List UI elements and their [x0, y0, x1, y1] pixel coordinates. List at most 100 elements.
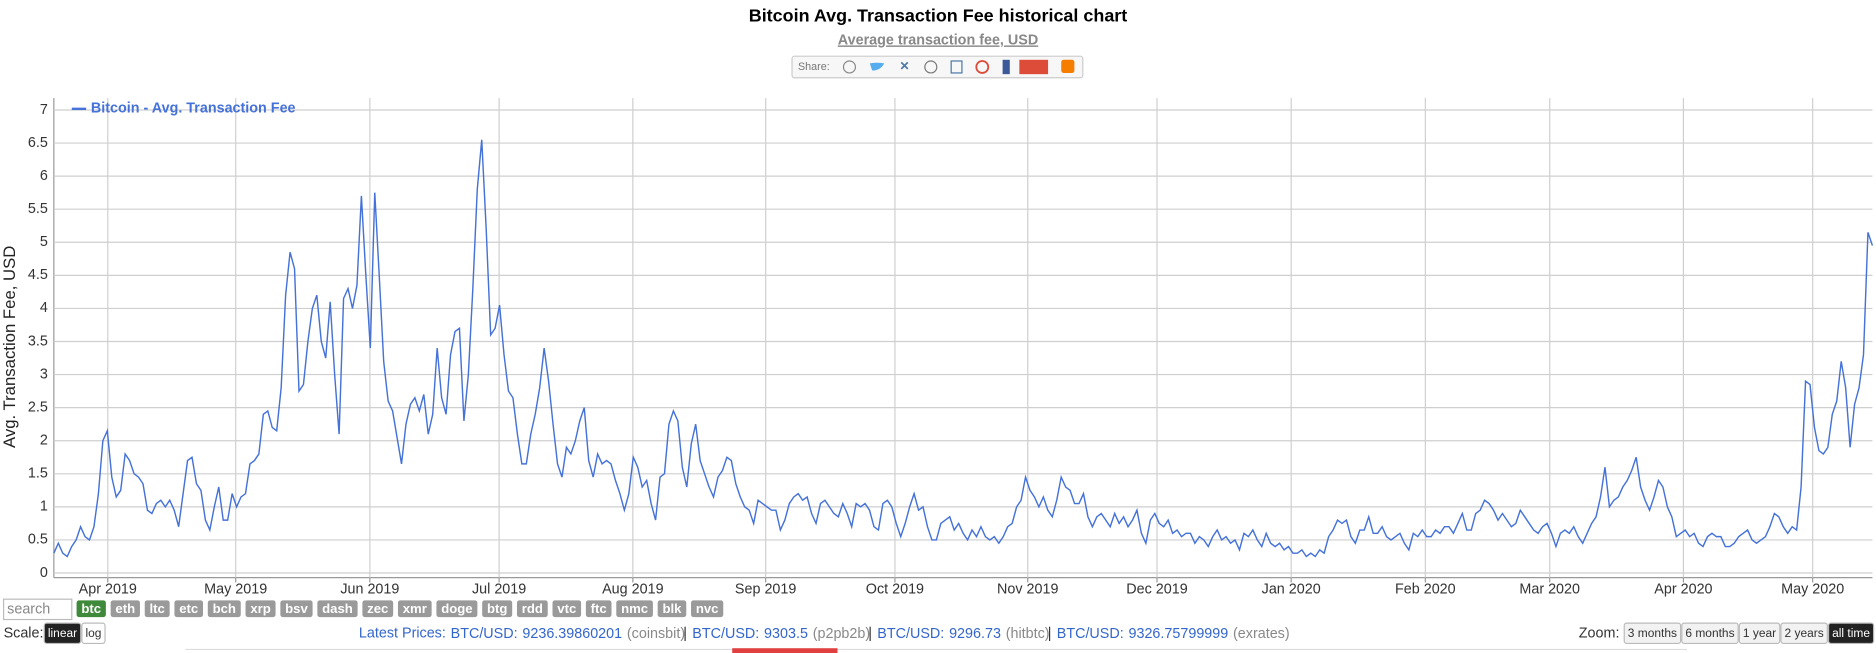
price-source: (p2pb2b)	[813, 626, 870, 642]
zoom-button[interactable]	[1681, 622, 1739, 645]
share-icon[interactable]	[924, 60, 938, 74]
x-tick-label: Oct 2019	[866, 581, 924, 597]
coin-button[interactable]	[552, 600, 582, 618]
share-icon[interactable]	[1061, 59, 1075, 73]
share-icon[interactable]: ✕	[899, 59, 909, 73]
y-tick-label: 1	[40, 499, 48, 515]
scale-label: Scale:	[4, 626, 44, 642]
price-source: (hitbtc)	[1006, 626, 1050, 642]
search-box[interactable]	[2, 598, 73, 621]
y-tick-label: 3.5	[28, 333, 48, 349]
coin-button[interactable]	[436, 600, 478, 618]
y-tick-label: 2.5	[28, 399, 48, 415]
coin-label[interactable]: eth	[115, 601, 135, 616]
y-tick-label: 0.5	[28, 532, 48, 548]
coin-label[interactable]: etc	[179, 601, 198, 616]
coin-label[interactable]: ltc	[150, 601, 165, 616]
coin-label[interactable]: btg	[487, 601, 507, 616]
price-source: (exrates)	[1233, 626, 1290, 642]
x-tick-label: Jun 2019	[340, 581, 399, 597]
y-tick-label: 4.5	[28, 267, 48, 283]
y-tick-label: 3	[40, 366, 48, 382]
x-tick-label: Nov 2019	[997, 581, 1058, 597]
y-tick-label: 6	[40, 168, 48, 184]
y-tick-label: 2	[40, 433, 48, 449]
share-icon[interactable]	[950, 60, 963, 74]
coin-label[interactable]: xmr	[403, 601, 427, 616]
x-tick-label: May 2020	[1781, 581, 1844, 597]
x-tick-label: Sep 2019	[735, 581, 796, 597]
coin-button[interactable]	[657, 600, 687, 618]
y-tick-label: 6.5	[28, 135, 48, 151]
price-pair: BTC/USD:	[877, 626, 944, 642]
coin-button[interactable]	[616, 600, 653, 618]
coin-label[interactable]: nmc	[621, 601, 648, 616]
price-source: (coinsbit)	[627, 626, 685, 642]
coin-button[interactable]	[362, 600, 394, 618]
price-value: 9303.5	[764, 626, 808, 642]
coin-button[interactable]	[397, 600, 432, 618]
share-icon[interactable]	[1002, 59, 1010, 75]
coin-label[interactable]: bsv	[285, 601, 308, 616]
coin-button[interactable]	[144, 600, 170, 618]
coin-button[interactable]	[174, 600, 204, 618]
y-tick-label: 7	[40, 102, 48, 118]
coin-button[interactable]	[110, 600, 140, 618]
coin-label[interactable]: bch	[213, 601, 236, 616]
x-tick-label: Apr 2020	[1654, 581, 1712, 597]
coin-button[interactable]	[280, 600, 313, 618]
share-icon[interactable]	[842, 60, 857, 74]
coin-button[interactable]	[245, 600, 276, 618]
coin-button[interactable]	[317, 600, 358, 618]
zoom-option[interactable]: all time	[1832, 626, 1870, 640]
legend-label: Bitcoin - Avg. Transaction Fee	[91, 101, 296, 117]
zoom-option[interactable]: 3 months	[1628, 626, 1677, 640]
price: BTC/USD: 9236.39860201 (coinsbit)	[451, 626, 685, 642]
price: BTC/USD: 9303.5 (p2pb2b)	[692, 626, 870, 642]
scale-label-option[interactable]: linear	[48, 626, 77, 640]
scale-button[interactable]	[81, 622, 106, 645]
x-tick-label: Apr 2019	[79, 581, 137, 597]
zoom-option[interactable]: 6 months	[1685, 626, 1734, 640]
coin-label[interactable]: vtc	[557, 601, 576, 616]
coin-label[interactable]: dash	[322, 601, 353, 616]
coin-label[interactable]: btc	[81, 601, 101, 616]
scale-label-option[interactable]: log	[85, 626, 101, 640]
x-tick-label: Dec 2019	[1126, 581, 1187, 597]
y-tick-label: 0	[40, 565, 48, 581]
price-pair: BTC/USD:	[692, 626, 759, 642]
share-icon[interactable]	[1019, 59, 1049, 75]
coin-button[interactable]	[585, 600, 612, 618]
y-tick-label: 5	[40, 234, 48, 250]
zoom-button[interactable]	[1738, 622, 1781, 645]
coin-button[interactable]	[691, 600, 724, 618]
zoom-option[interactable]: 2 years	[1785, 626, 1824, 640]
share-label: Share:	[798, 61, 830, 73]
zoom-button[interactable]	[1780, 622, 1828, 645]
coin-label[interactable]: xrp	[250, 601, 270, 616]
coin-label[interactable]: rdd	[522, 601, 543, 616]
x-tick-label: Aug 2019	[602, 581, 663, 597]
coin-button[interactable]	[207, 600, 241, 618]
share-icon[interactable]	[975, 60, 990, 74]
coin-label[interactable]: ftc	[591, 601, 607, 616]
y-axis-label: Avg. Transaction Fee, USD	[0, 246, 19, 448]
coin-label[interactable]: nvc	[696, 601, 719, 616]
coin-button[interactable]	[482, 600, 513, 618]
zoom-button[interactable]	[1827, 622, 1875, 645]
coin-label[interactable]: blk	[662, 601, 682, 616]
price-value: 9296.73	[949, 626, 1001, 642]
y-tick-label: 4	[40, 300, 48, 316]
search-placeholder: search	[7, 602, 50, 618]
price-pair: BTC/USD:	[451, 626, 518, 642]
zoom-option[interactable]: 1 year	[1743, 626, 1776, 640]
coin-label[interactable]: doge	[441, 601, 472, 616]
coin-label[interactable]: zec	[367, 601, 388, 616]
scale-button[interactable]	[43, 622, 82, 645]
coin-button[interactable]	[76, 600, 106, 618]
coin-button[interactable]	[516, 600, 548, 618]
share-icon[interactable]	[869, 62, 885, 71]
zoom-button[interactable]	[1623, 622, 1682, 645]
x-tick-label: Feb 2020	[1395, 581, 1456, 597]
